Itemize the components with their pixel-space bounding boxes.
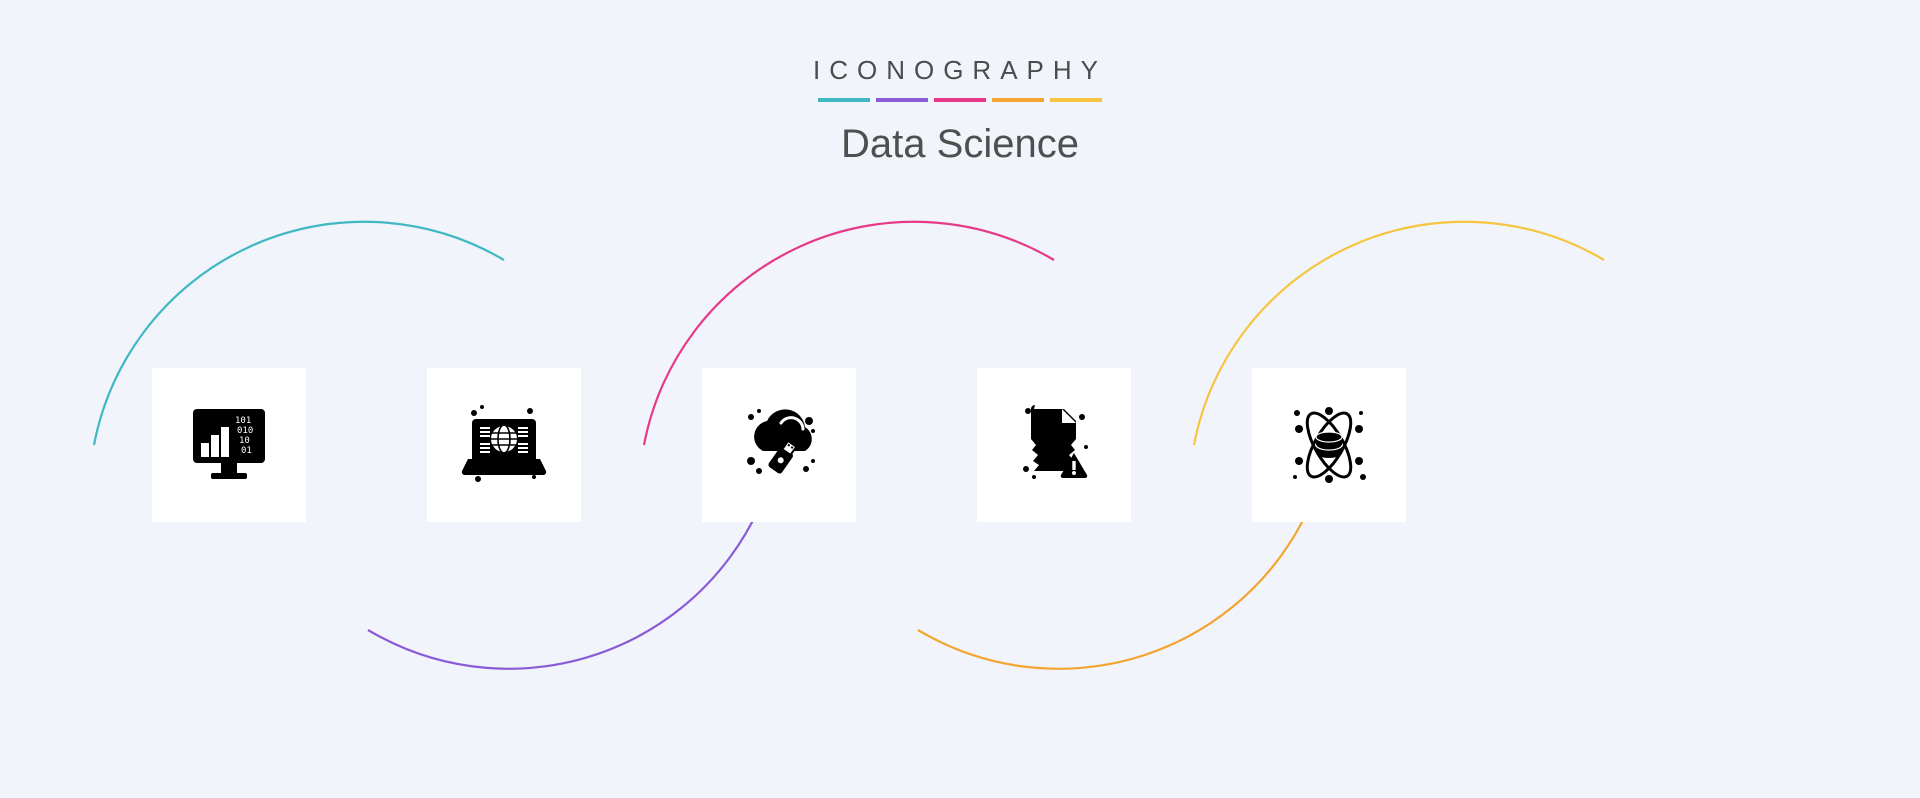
infographic-canvas: ICONOGRAPHY Data Science 101 010 10 01 [0,0,1920,798]
corrupt-file-warning-icon [977,368,1131,522]
pack-title: Data Science [0,122,1920,167]
cloud-usb-icon [702,368,856,522]
underline-segment [818,98,870,102]
underline-segment [992,98,1044,102]
brand-underline [0,98,1920,102]
underline-segment [876,98,928,102]
underline-segment [1050,98,1102,102]
svg-text:10: 10 [239,436,250,446]
monitor-binary-chart-icon: 101 010 10 01 [152,368,306,522]
atom-database-icon-svg [1281,397,1377,493]
brand-title: ICONOGRAPHY [0,55,1920,86]
svg-text:01: 01 [241,446,252,456]
laptop-globe-icon-svg [456,397,552,493]
svg-text:010: 010 [237,426,253,436]
cloud-usb-icon-svg [731,397,827,493]
corrupt-file-warning-icon-svg [1006,397,1102,493]
laptop-globe-icon [427,368,581,522]
svg-text:101: 101 [235,416,251,426]
atom-database-icon [1252,368,1406,522]
monitor-binary-chart-icon-svg: 101 010 10 01 [181,397,277,493]
header: ICONOGRAPHY Data Science [0,55,1920,167]
underline-segment [934,98,986,102]
